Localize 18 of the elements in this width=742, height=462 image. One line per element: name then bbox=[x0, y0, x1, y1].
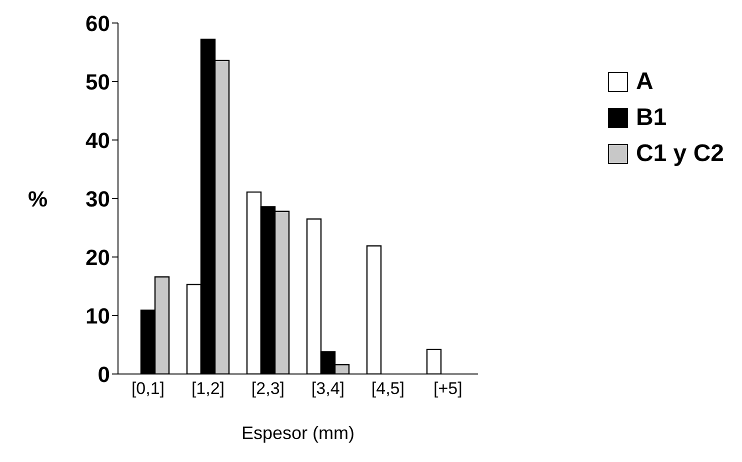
y-tick-label: 30 bbox=[86, 186, 110, 212]
x-tick-label: [1,2] bbox=[191, 379, 225, 398]
y-tick-label: 0 bbox=[98, 362, 110, 387]
y-tick-label: 20 bbox=[86, 244, 110, 270]
x-tick-label: [2,3] bbox=[251, 379, 285, 398]
x-tick-label: [4,5] bbox=[371, 379, 405, 398]
x-tick-label: [0,1] bbox=[131, 379, 165, 398]
y-axis-title: % bbox=[28, 186, 48, 212]
y-tick-label: 60 bbox=[86, 10, 110, 36]
y-tick-label: 50 bbox=[86, 69, 110, 94]
legend-label: C1 y C2 bbox=[636, 140, 724, 168]
x-axis-title: Espesor (mm) bbox=[241, 423, 354, 443]
legend-label: A bbox=[636, 68, 654, 96]
x-tick-label: [+5] bbox=[434, 379, 462, 398]
y-tick-label: 40 bbox=[86, 128, 110, 153]
x-tick-label: [3,4] bbox=[311, 379, 345, 398]
y-tick-label: 10 bbox=[86, 303, 110, 328]
legend-label: B1 bbox=[636, 104, 667, 132]
